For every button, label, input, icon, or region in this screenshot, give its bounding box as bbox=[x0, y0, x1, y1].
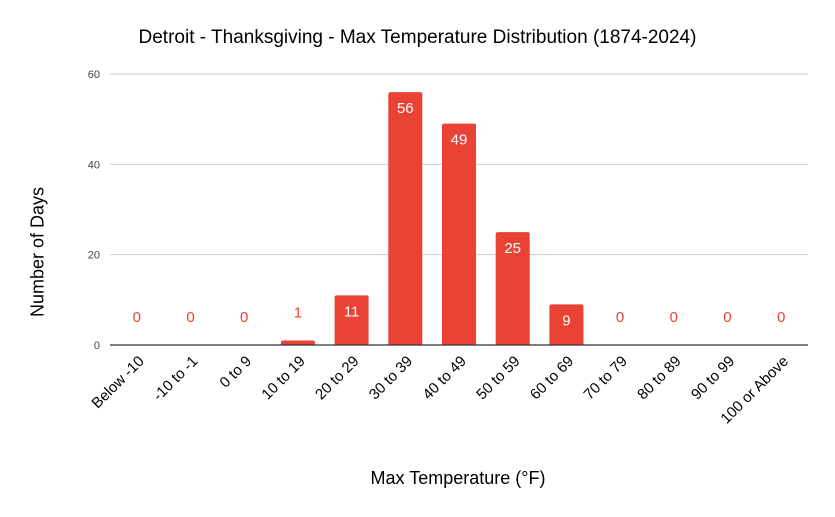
bar bbox=[495, 232, 530, 345]
y-tick-label: 60 bbox=[88, 69, 100, 81]
x-tick-label: 60 to 69 bbox=[527, 353, 577, 403]
data-label: 0 bbox=[670, 309, 678, 326]
data-label: 0 bbox=[186, 309, 194, 326]
data-label: 49 bbox=[451, 132, 468, 149]
data-label: 0 bbox=[723, 309, 731, 326]
x-axis-label: Max Temperature (°F) bbox=[370, 468, 546, 488]
x-tick-label: 10 to 19 bbox=[258, 353, 308, 403]
y-tick-label: 0 bbox=[94, 340, 100, 352]
x-tick-label: 70 to 79 bbox=[581, 353, 631, 403]
data-label: 0 bbox=[133, 309, 141, 326]
data-label: 0 bbox=[777, 309, 785, 326]
x-tick-label: 20 to 29 bbox=[312, 353, 362, 403]
data-label: 11 bbox=[344, 303, 360, 320]
bar bbox=[334, 295, 369, 345]
x-tick-label: 80 to 89 bbox=[634, 353, 684, 403]
data-label: 0 bbox=[616, 309, 624, 326]
data-label: 25 bbox=[504, 240, 521, 257]
data-label: 56 bbox=[397, 100, 414, 117]
data-label: 0 bbox=[240, 309, 248, 326]
x-tick-label: Below -10 bbox=[88, 353, 147, 412]
y-tick-label: 40 bbox=[88, 159, 100, 171]
data-label: 9 bbox=[562, 312, 570, 329]
bar bbox=[280, 340, 315, 345]
x-tick-label: 50 to 59 bbox=[473, 353, 523, 403]
bar bbox=[549, 304, 584, 345]
bar bbox=[442, 123, 476, 345]
x-tick-label: 0 to 9 bbox=[216, 353, 255, 392]
x-tick-label: 90 to 99 bbox=[688, 353, 738, 403]
data-label: 1 bbox=[294, 304, 302, 321]
x-tick-label: 30 to 39 bbox=[366, 353, 416, 403]
x-tick-label: 40 to 49 bbox=[419, 353, 469, 403]
bar bbox=[388, 92, 423, 345]
x-tick-label: -10 to -1 bbox=[150, 353, 202, 405]
y-tick-label: 20 bbox=[88, 250, 100, 262]
chart-title: Detroit - Thanksgiving - Max Temperature… bbox=[138, 27, 697, 48]
